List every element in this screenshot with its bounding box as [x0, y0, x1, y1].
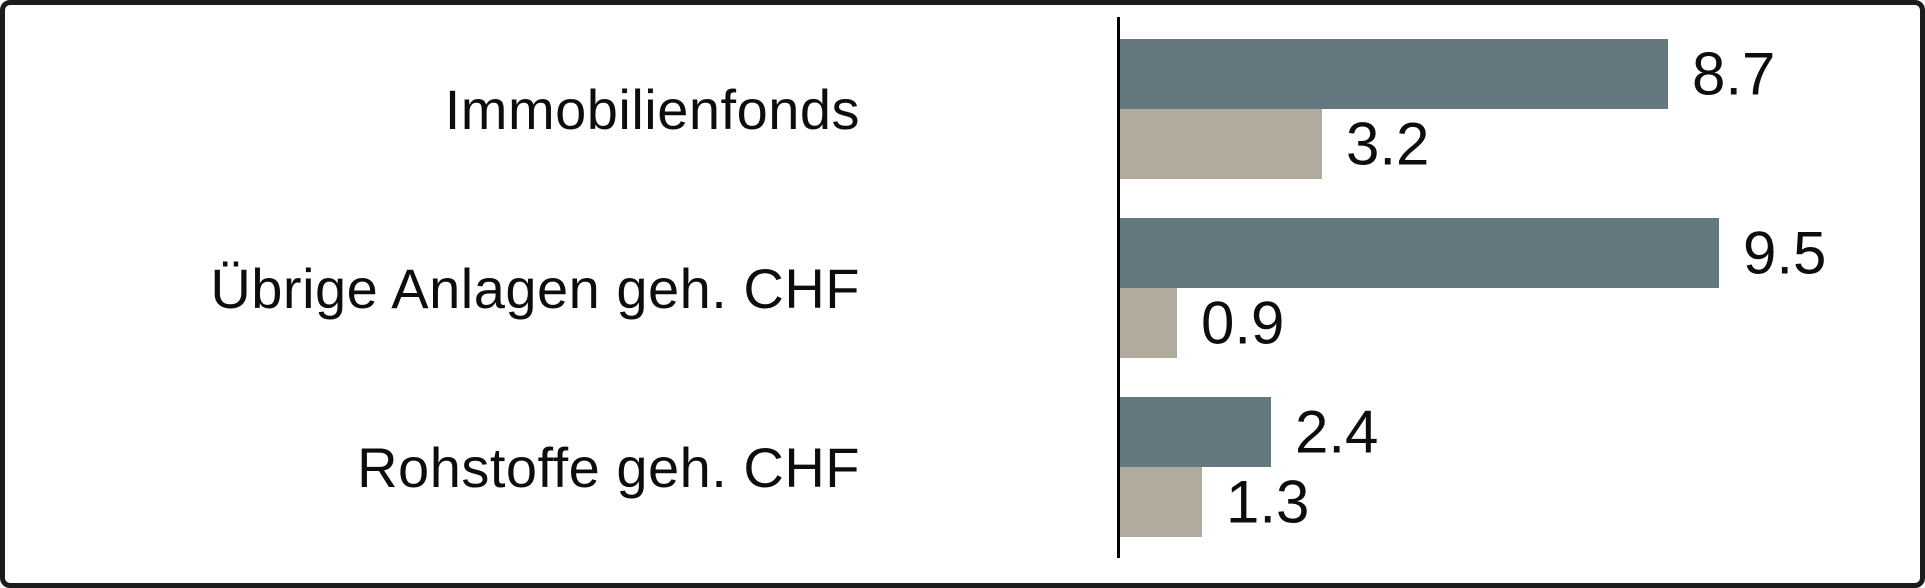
category-label: Rohstoffe geh. CHF [357, 435, 860, 499]
bar-series-2 [1120, 109, 1322, 179]
bar-series-1 [1120, 218, 1719, 288]
y-axis-line [1117, 17, 1120, 558]
bar-series-1 [1120, 397, 1271, 467]
value-label-series-2: 0.9 [1201, 289, 1285, 357]
value-label-series-1: 8.7 [1692, 40, 1776, 108]
value-label-series-1: 2.4 [1295, 398, 1379, 466]
bar-series-2 [1120, 467, 1202, 537]
value-label-series-1: 9.5 [1743, 219, 1827, 287]
category-label: Übrige Anlagen geh. CHF [210, 256, 860, 320]
bar-series-2 [1120, 288, 1177, 358]
category-label: Immobilienfonds [444, 77, 860, 141]
bar-series-1 [1120, 39, 1668, 109]
value-label-series-2: 3.2 [1346, 110, 1430, 178]
value-label-series-2: 1.3 [1226, 468, 1310, 536]
